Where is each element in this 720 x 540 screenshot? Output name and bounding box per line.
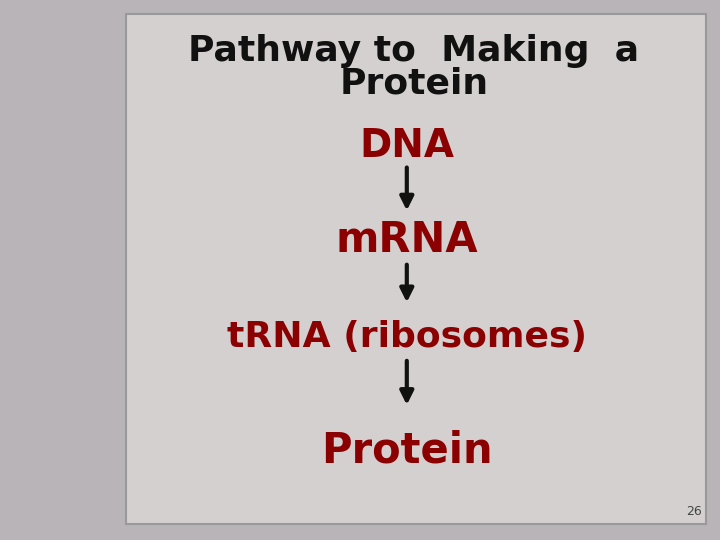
Text: tRNA (ribosomes): tRNA (ribosomes)	[227, 321, 587, 354]
Text: mRNA: mRNA	[336, 219, 478, 261]
Text: Pathway to  Making  a: Pathway to Making a	[189, 35, 639, 68]
Text: DNA: DNA	[359, 127, 454, 165]
Text: Protein: Protein	[321, 430, 492, 472]
Text: Protein: Protein	[339, 67, 489, 100]
Text: 26: 26	[686, 505, 702, 518]
